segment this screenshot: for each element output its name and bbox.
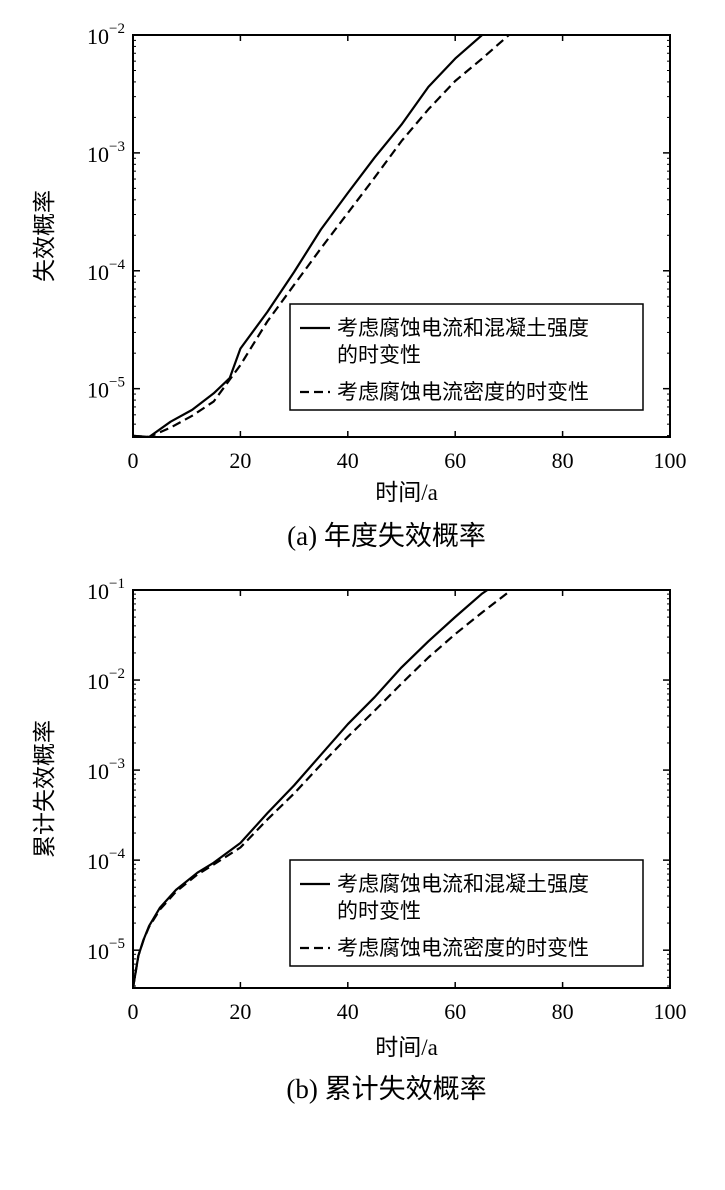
- y-axis-label: 累计失效概率: [32, 720, 57, 858]
- series-line-dashed: [133, 590, 510, 988]
- series-line-dashed: [133, 35, 510, 437]
- chart-caption: (a) 年度失效概率: [287, 521, 486, 551]
- legend-box: [289, 303, 644, 411]
- y-tick-exponent: −3: [109, 139, 125, 155]
- x-tick-label: 20: [229, 448, 251, 473]
- series-line-solid: [133, 35, 483, 437]
- y-tick-label: 10−2: [87, 21, 125, 49]
- x-axis-label: 时间/a: [375, 480, 438, 505]
- x-tick-label: 0: [128, 999, 139, 1024]
- plot-frame: [132, 34, 671, 438]
- y-tick-base: 10: [87, 378, 109, 403]
- y-tick-base: 10: [87, 142, 109, 167]
- y-tick-exponent: −2: [109, 21, 125, 37]
- y-tick-exponent: −4: [109, 257, 125, 273]
- y-tick-base: 10: [87, 669, 109, 694]
- legend-label-line2: 的时变性: [337, 343, 421, 367]
- x-tick-label: 80: [552, 448, 574, 473]
- legend-label: 考虑腐蚀电流和混凝土强度: [337, 872, 589, 896]
- legend-label-line2: 的时变性: [337, 899, 421, 923]
- x-tick-label: 40: [337, 448, 359, 473]
- legend-label: 考虑腐蚀电流和混凝土强度: [337, 316, 589, 340]
- y-tick-exponent: −5: [109, 375, 125, 391]
- legend-label: 考虑腐蚀电流密度的时变性: [337, 936, 589, 960]
- y-tick-label: 10−5: [87, 375, 125, 403]
- y-tick-base: 10: [87, 759, 109, 784]
- y-tick-exponent: −4: [109, 846, 125, 862]
- x-tick-label: 100: [654, 999, 687, 1024]
- x-tick-label: 60: [444, 448, 466, 473]
- x-tick-label: 100: [654, 448, 687, 473]
- y-tick-label: 10−5: [87, 936, 125, 964]
- chart-a: 0 20 40 60 80 10010−510−410−310−2考虑腐蚀电流和混凝土强度…: [32, 21, 687, 551]
- x-tick-label: 0: [128, 448, 139, 473]
- y-axis-label: 失效概率: [32, 190, 57, 282]
- y-tick-base: 10: [87, 579, 109, 604]
- x-tick-label: 20: [229, 999, 251, 1024]
- x-tick-label: 40: [337, 999, 359, 1024]
- y-tick-exponent: −3: [109, 756, 125, 772]
- y-tick-base: 10: [87, 260, 109, 285]
- legend-box: [289, 859, 644, 967]
- y-tick-label: 10−3: [87, 139, 125, 167]
- y-tick-label: 10−1: [87, 576, 125, 604]
- y-tick-exponent: −2: [109, 666, 125, 682]
- y-tick-base: 10: [87, 939, 109, 964]
- x-axis-label: 时间/a: [375, 1035, 438, 1060]
- legend-label: 考虑腐蚀电流密度的时变性: [337, 380, 589, 404]
- y-tick-label: 10−3: [87, 756, 125, 784]
- y-tick-label: 10−2: [87, 666, 125, 694]
- x-tick-label: 80: [552, 999, 574, 1024]
- y-tick-exponent: −5: [109, 936, 125, 952]
- y-tick-label: 10−4: [87, 846, 125, 874]
- chart-caption: (b) 累计失效概率: [286, 1074, 486, 1104]
- y-tick-exponent: −1: [109, 576, 125, 592]
- y-tick-base: 10: [87, 24, 109, 49]
- x-tick-label: 60: [444, 999, 466, 1024]
- y-tick-base: 10: [87, 849, 109, 874]
- plot-frame: [132, 589, 671, 989]
- chart-b: 0 20 40 60 80 10010−510−410−310−210−1考虑腐蚀电流和混…: [32, 576, 687, 1104]
- y-tick-label: 10−4: [87, 257, 125, 285]
